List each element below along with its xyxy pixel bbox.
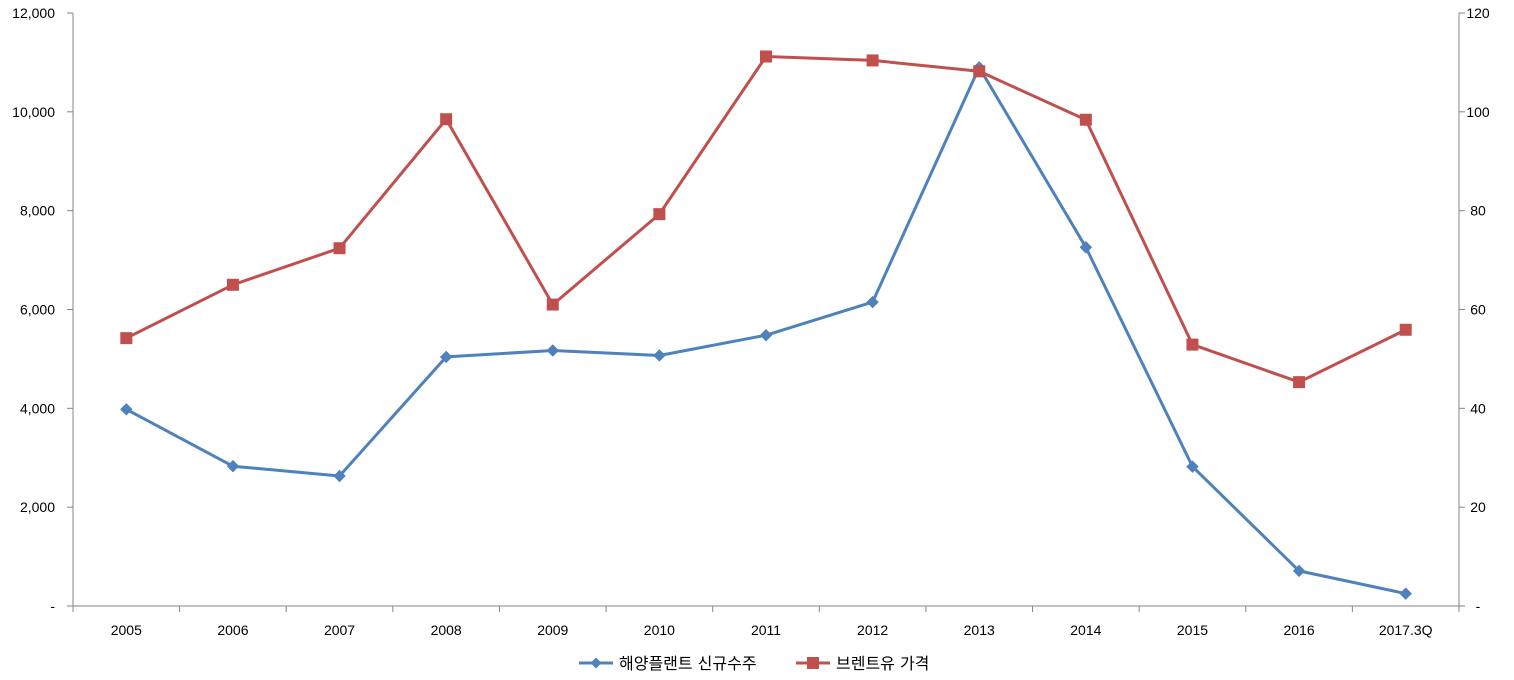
chart-series-lines (125, 55, 1407, 596)
y-left-tick-label: 4,000 (20, 400, 55, 416)
series-brent-price-point-11 (1293, 376, 1306, 389)
x-tick-label: 2006 (217, 622, 248, 638)
x-tick-label: 2012 (857, 622, 888, 638)
x-tick-label: 2007 (324, 622, 355, 638)
series-offshore-orders-point-6 (759, 328, 773, 342)
series-brent-price-point-4 (546, 298, 559, 311)
series-offshore-orders-point-10 (1186, 460, 1199, 473)
chart-axes: - 2,000 4,000 6,000 8,000 10,000 12,000 - 20 40 60… (12, 5, 1490, 638)
x-tick-label: 2010 (644, 622, 675, 638)
x-tick-label: 2017.3Q (1379, 622, 1433, 638)
y-right-tick-label: 40 (1470, 400, 1486, 416)
x-tick-label: 2013 (964, 622, 995, 638)
x-tick-label: 2014 (1070, 622, 1101, 638)
y-right-tick-label: 120 (1466, 5, 1490, 21)
y-right-tick-label: 60 (1470, 302, 1486, 318)
series-brent-price-point-7 (866, 54, 879, 67)
y-left-tick-label: 2,000 (20, 499, 55, 515)
y-right-tick-label: 100 (1466, 104, 1490, 120)
series-offshore-orders-point-7 (866, 295, 879, 309)
y-left-tick-label: 8,000 (20, 203, 55, 219)
chart-series-markers (120, 50, 1412, 600)
legend-item-brent-price-label: 브렌트유 가격 (836, 654, 929, 673)
y-right-tick-label: 20 (1470, 499, 1486, 515)
series-brent-price-point-2 (333, 242, 346, 255)
y-left-tick-label: - (50, 598, 55, 614)
y-right-tick-label: 80 (1470, 203, 1486, 219)
series-brent-price-point-10 (1186, 338, 1199, 351)
legend-item-offshore-orders-label: 해양플랜트 신규수주 (619, 654, 757, 673)
series-offshore-orders-point-0 (120, 403, 133, 416)
series-brent-price-point-3 (440, 113, 453, 126)
y-left-tick-label: 6,000 (20, 302, 55, 318)
x-tick-label: 2009 (537, 622, 568, 638)
series-brent-price-point-1 (226, 278, 239, 291)
series-offshore-orders-point-2 (333, 469, 346, 483)
series-offshore-orders-point-3 (439, 350, 453, 364)
series-offshore-orders-point-9 (1079, 241, 1093, 254)
series-brent-price-point-5 (653, 208, 666, 221)
series-brent-price-point-12 (1399, 323, 1412, 336)
series-offshore-orders-point-4 (546, 344, 559, 357)
y-right-tick-label: - (1476, 598, 1481, 614)
y-left-tick-label: 12,000 (12, 5, 55, 21)
x-tick-label: 2015 (1177, 622, 1208, 638)
x-tick-label: 2005 (111, 622, 142, 638)
legend: 해양플랜트 신규수주 브렌트유 가격 (579, 654, 929, 673)
series-offshore-orders-point-12 (1399, 587, 1412, 600)
series-offshore-orders-point-5 (653, 349, 666, 362)
series-brent-price-point-8 (973, 65, 986, 78)
x-tick-label: 2008 (431, 622, 462, 638)
series-brent-price-point-0 (120, 332, 133, 345)
legend-item-offshore-orders-marker (590, 657, 602, 669)
series-offshore-orders-point-1 (226, 459, 240, 473)
x-tick-label: 2016 (1283, 622, 1314, 638)
series-brent-price-point-9 (1079, 113, 1092, 126)
y-left-tick-label: 10,000 (12, 104, 55, 120)
series-brent-price-point-6 (760, 50, 772, 63)
legend-item-brent-price-marker (807, 657, 819, 669)
series-offshore-orders-point-11 (1292, 564, 1306, 578)
x-tick-label: 2011 (751, 622, 781, 638)
